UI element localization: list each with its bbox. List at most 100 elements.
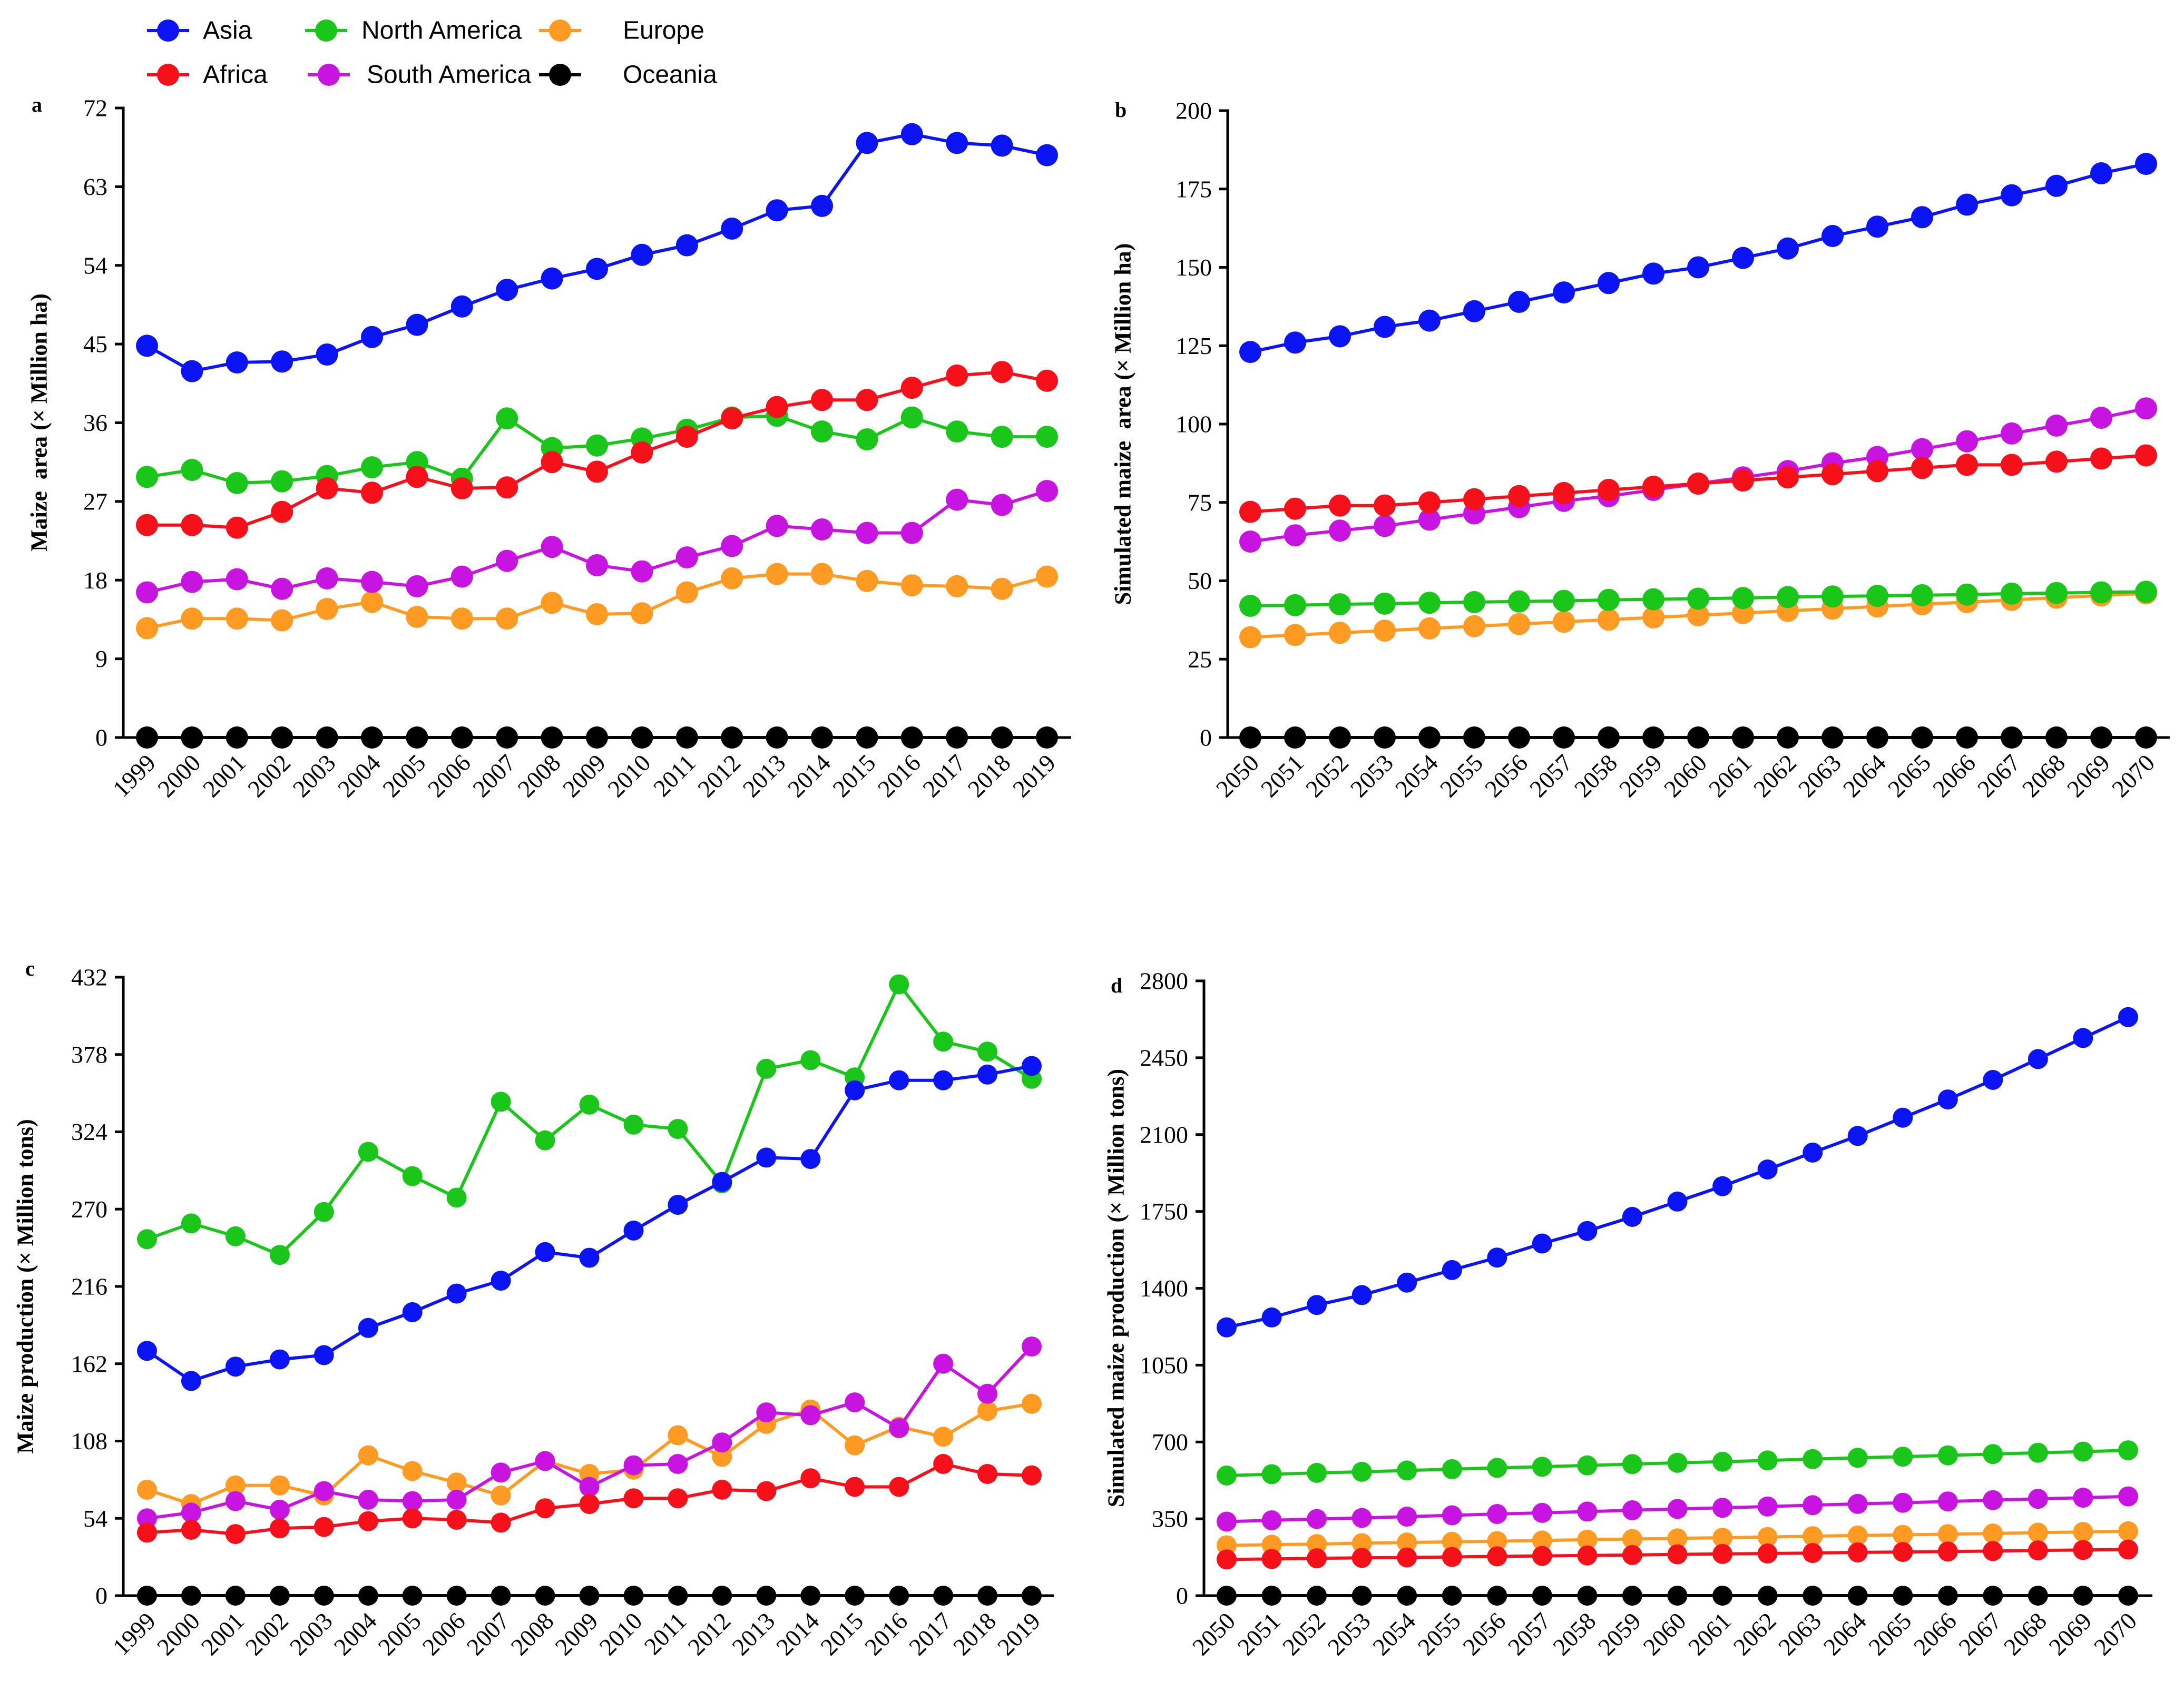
- point-a-europe-2015: [856, 569, 878, 592]
- series-c-asia: [137, 1056, 1042, 1391]
- point-c-north-america-2003: [314, 1202, 334, 1222]
- point-a-europe-2001: [226, 607, 248, 630]
- point-d-europe-2067: [1983, 1523, 2003, 1544]
- point-b-south-america-2069: [2090, 407, 2112, 429]
- point-b-oceania-2059: [1642, 726, 1664, 749]
- point-a-africa-2006: [450, 477, 473, 499]
- point-a-oceania-2019: [1036, 726, 1058, 749]
- point-c-africa-2011: [668, 1488, 688, 1509]
- point-c-europe-2017: [933, 1427, 954, 1447]
- y-axis-title-b: Simulated maize area (× Million ha): [1110, 243, 1136, 605]
- point-b-europe-2052: [1329, 622, 1351, 644]
- point-a-europe-2000: [181, 607, 203, 630]
- point-d-asia-2052: [1307, 1295, 1327, 1315]
- point-a-south-america-2015: [856, 522, 878, 544]
- point-d-europe-2060: [1667, 1528, 1688, 1549]
- point-a-europe-2014: [811, 563, 833, 585]
- point-c-oceania-2002: [269, 1586, 290, 1606]
- point-d-asia-2056: [1487, 1247, 1507, 1268]
- point-d-asia-2064: [1847, 1126, 1868, 1146]
- point-d-europe-2054: [1397, 1532, 1417, 1553]
- series-a-africa: [136, 361, 1058, 539]
- point-b-south-america-2054: [1418, 508, 1441, 531]
- point-b-africa-2050: [1239, 500, 1261, 523]
- point-d-asia-2066: [1937, 1089, 1958, 1110]
- point-a-europe-2012: [721, 567, 743, 589]
- ytick-label-c-162: 162: [71, 1350, 107, 1377]
- point-d-europe-2059: [1622, 1529, 1642, 1549]
- point-c-south-america-2016: [889, 1418, 909, 1438]
- point-b-africa-2055: [1463, 488, 1485, 510]
- series-d-south-america: [1217, 1486, 2138, 1532]
- point-b-africa-2068: [2045, 450, 2068, 473]
- point-b-oceania-2066: [1956, 726, 1978, 749]
- point-b-asia-2051: [1284, 331, 1306, 354]
- point-c-south-america-2009: [579, 1477, 600, 1497]
- point-a-europe-2013: [766, 563, 788, 585]
- point-b-north-america-2067: [2001, 582, 2023, 605]
- point-d-north-america-2064: [1847, 1448, 1868, 1468]
- point-b-asia-2052: [1329, 325, 1351, 348]
- point-c-asia-2011: [668, 1195, 688, 1215]
- ytick-label-c-0: 0: [95, 1582, 107, 1609]
- point-c-africa-2009: [579, 1494, 600, 1515]
- point-a-asia-2003: [316, 343, 338, 366]
- point-c-asia-2007: [491, 1271, 511, 1291]
- point-d-africa-2066: [1937, 1541, 1958, 1562]
- point-c-africa-1999: [137, 1522, 157, 1543]
- ytick-label-c-432: 432: [71, 964, 107, 991]
- point-d-north-america-2070: [2118, 1440, 2138, 1461]
- point-a-africa-2012: [721, 407, 743, 430]
- ytick-label-a-0: 0: [95, 724, 107, 751]
- ytick-label-a-63: 63: [83, 173, 107, 200]
- point-a-africa-2019: [1036, 369, 1058, 392]
- point-d-africa-2052: [1307, 1548, 1327, 1569]
- point-c-north-america-2018: [977, 1041, 997, 1062]
- point-b-oceania-2062: [1777, 726, 1799, 749]
- point-c-africa-2019: [1022, 1465, 1042, 1486]
- point-c-asia-2002: [269, 1349, 290, 1370]
- point-d-south-america-2065: [1893, 1492, 1913, 1513]
- point-c-oceania-2016: [889, 1586, 909, 1606]
- point-b-asia-2054: [1418, 309, 1441, 332]
- point-b-europe-2054: [1418, 617, 1441, 640]
- point-d-oceania-2056: [1487, 1586, 1507, 1606]
- point-b-asia-2070: [2135, 153, 2157, 175]
- point-c-oceania-2003: [314, 1586, 334, 1606]
- point-d-europe-2050: [1217, 1535, 1237, 1556]
- point-a-north-america-1999: [136, 466, 158, 488]
- point-a-africa-2008: [541, 451, 563, 474]
- series-a-oceania: [136, 726, 1058, 749]
- legend-label-north-america: North America: [361, 17, 522, 45]
- point-c-asia-2013: [756, 1147, 777, 1168]
- point-b-asia-2057: [1553, 281, 1575, 304]
- point-c-europe-2004: [358, 1445, 378, 1466]
- point-c-south-america-2006: [446, 1489, 467, 1510]
- point-d-africa-2068: [2028, 1540, 2048, 1561]
- point-c-south-america-2012: [712, 1432, 732, 1453]
- point-c-south-america-2005: [402, 1491, 423, 1511]
- point-c-oceania-2014: [800, 1586, 821, 1606]
- point-a-europe-2010: [631, 602, 653, 625]
- point-c-north-america-2013: [756, 1058, 777, 1079]
- point-b-oceania-2057: [1553, 726, 1575, 749]
- point-c-africa-2003: [314, 1517, 334, 1537]
- point-b-europe-2060: [1687, 604, 1709, 626]
- point-c-oceania-2008: [535, 1586, 555, 1606]
- point-c-asia-1999: [137, 1341, 157, 1361]
- point-a-africa-2000: [181, 514, 203, 536]
- ytick-label-d-1750: 1750: [1140, 1198, 1188, 1225]
- point-b-asia-2056: [1508, 291, 1530, 313]
- legend-item-africa: Africa: [147, 61, 268, 89]
- point-a-asia-2019: [1036, 144, 1058, 166]
- point-d-asia-2050: [1217, 1317, 1237, 1338]
- point-b-asia-2064: [1866, 215, 1888, 238]
- series-b-oceania: [1239, 726, 2157, 749]
- point-b-asia-2065: [1911, 206, 1933, 229]
- point-b-south-america-2051: [1284, 524, 1306, 547]
- point-b-asia-2060: [1687, 256, 1709, 279]
- series-c-africa: [137, 1454, 1042, 1545]
- point-a-south-america-2018: [991, 494, 1013, 516]
- y-axis-title-c: Maize production (× Million tons): [13, 1119, 38, 1453]
- point-c-africa-2005: [402, 1508, 423, 1529]
